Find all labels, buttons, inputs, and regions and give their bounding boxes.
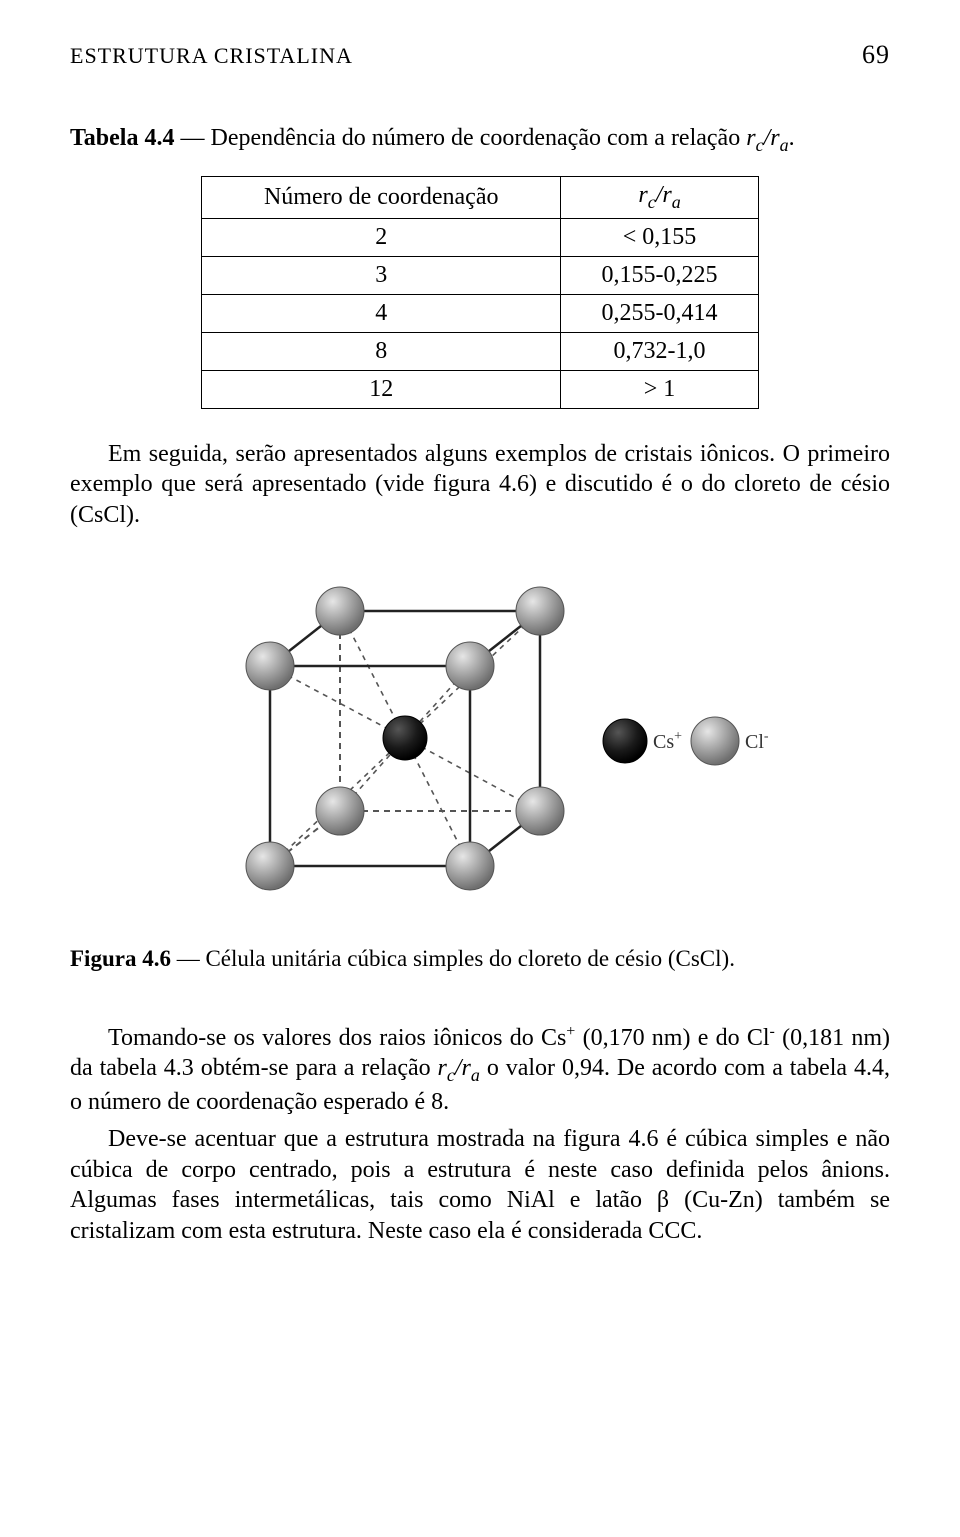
table-row: 2 < 0,155 <box>202 218 759 256</box>
table-label: Tabela 4.4 <box>70 125 174 151</box>
table-cell: 3 <box>202 256 561 294</box>
table-row: 4 0,255-0,414 <box>202 294 759 332</box>
paragraph-ratio: Tomando-se os valores dos raios iônicos … <box>70 1022 890 1118</box>
table-row: 8 0,732-1,0 <box>202 332 759 370</box>
paragraph-intro: Em seguida, serão apresentados alguns ex… <box>70 439 890 531</box>
table-cell: 2 <box>202 218 561 256</box>
table-cell: 0,255-0,414 <box>561 294 759 332</box>
table-header-row: Número de coordenação rc/ra <box>202 176 759 218</box>
running-head-text: ESTRUTURA CRISTALINA <box>70 43 353 69</box>
coordination-table: Número de coordenação rc/ra 2 < 0,155 3 … <box>201 176 759 409</box>
figure-caption: Figura 4.6 — Célula unitária cúbica simp… <box>70 946 890 972</box>
table-cell: 12 <box>202 370 561 408</box>
figure-caption-text: — Célula unitária cúbica simples do clor… <box>171 946 735 971</box>
ratio-slash: /r <box>764 125 780 151</box>
ratio-period: . <box>789 125 795 151</box>
paragraph-structure: Deve-se acentuar que a estrutura mostrad… <box>70 1124 890 1247</box>
table-cell: 0,155-0,225 <box>561 256 759 294</box>
figure-4-6: Cs+ Cl- Figura 4.6 — Célula unitária cúb… <box>70 576 890 972</box>
figure-label: Figura 4.6 <box>70 946 171 971</box>
table-row: 3 0,155-0,225 <box>202 256 759 294</box>
table-row: 12 > 1 <box>202 370 759 408</box>
page-number: 69 <box>862 40 890 70</box>
table-title-text: — Dependência do número de coordenação c… <box>174 125 746 151</box>
table-cell: 8 <box>202 332 561 370</box>
ratio-r1: r <box>746 125 755 151</box>
svg-text:Cl-: Cl- <box>745 729 769 753</box>
ratio-sub-c: c <box>756 135 764 155</box>
running-header: ESTRUTURA CRISTALINA 69 <box>70 40 890 70</box>
svg-text:Cs+: Cs+ <box>653 729 682 753</box>
table-cell: 4 <box>202 294 561 332</box>
col-header-ratio: rc/ra <box>561 176 759 218</box>
col-header-coord: Número de coordenação <box>202 176 561 218</box>
cscl-unit-cell-svg: Cs+ Cl- <box>190 576 770 906</box>
table-cell: > 1 <box>561 370 759 408</box>
table-cell: 0,732-1,0 <box>561 332 759 370</box>
table-title: Tabela 4.4 — Dependência do número de co… <box>70 125 890 156</box>
ratio-sub-a: a <box>780 135 789 155</box>
table-cell: < 0,155 <box>561 218 759 256</box>
